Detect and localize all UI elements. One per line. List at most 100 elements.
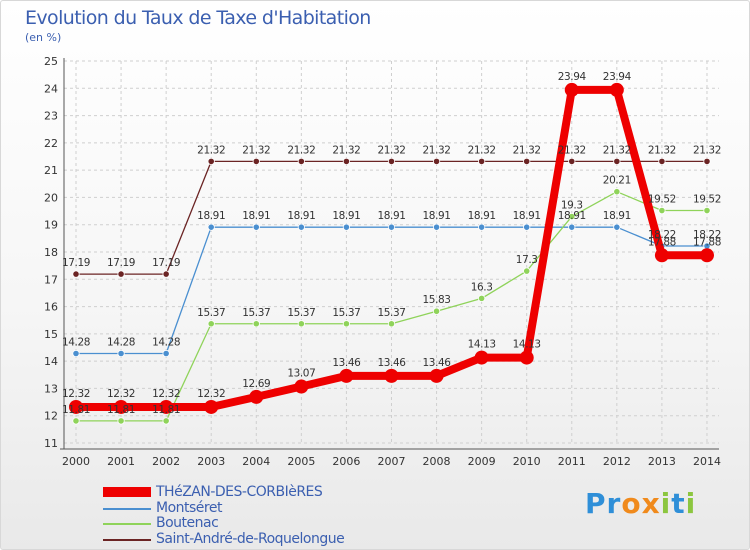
y-tick-label: 19 [44,219,58,232]
axis-layer: 11 12 13 14 15 16 17 18 19 20 21 22 23 24 25 2000 2001 20… [44,55,721,468]
data-point-boutenac [252,320,260,328]
data-point-th-zan-des-corbi-res [654,248,669,263]
data-point-th-zan-des-corbi-res [699,248,714,263]
data-point-boutenac [342,320,351,328]
data-point-boutenac [703,206,711,215]
legend-label-saint-andre: Saint-André-de-Roquelongue [156,530,345,547]
data-point-boutenac [162,417,170,425]
data-label-saint-andr-de-roquelongue: 21.32 [332,144,360,156]
data-label-monts-ret: 18.91 [603,210,631,222]
data-point-boutenac [297,320,305,328]
data-label-th-zan-des-corbi-res: 17.88 [693,236,721,248]
x-tick-label: 2009 [468,455,496,468]
data-label-saint-andr-de-roquelongue: 17.19 [152,257,180,269]
data-point-th-zan-des-corbi-res [69,399,83,414]
data-label-saint-andr-de-roquelongue: 21.32 [197,144,225,156]
data-label-boutenac: 15.37 [377,307,405,319]
brand-letter: x [641,487,661,520]
data-label-monts-ret: 18.91 [242,210,270,222]
data-label-th-zan-des-corbi-res: 13.46 [332,357,361,369]
data-label-saint-andr-de-roquelongue: 21.32 [648,144,676,156]
data-label-monts-ret: 18.91 [377,210,405,222]
data-point-saint-andr-de-roquelongue [478,157,486,166]
data-point-boutenac [568,212,576,221]
data-label-monts-ret: 18.91 [332,210,360,222]
data-point-th-zan-des-corbi-res [519,350,534,365]
data-label-monts-ret: 18.91 [513,210,541,222]
data-label-saint-andr-de-roquelongue: 21.32 [377,144,405,156]
data-label-th-zan-des-corbi-res: 13.46 [423,357,452,369]
data-point-th-zan-des-corbi-res [474,350,489,365]
data-point-monts-ret [478,223,486,231]
data-point-monts-ret [297,223,305,231]
data-label-monts-ret: 14.28 [107,337,135,349]
data-point-th-zan-des-corbi-res [294,379,309,394]
data-label-boutenac: 19.52 [693,194,721,206]
data-point-saint-andr-de-roquelongue [703,157,711,166]
brand-letter: i [685,487,697,520]
data-label-boutenac: 17.3 [516,254,538,266]
data-point-boutenac [432,307,441,315]
data-label-boutenac: 15.37 [197,307,225,319]
legend-swatch-boutenac [103,523,151,525]
data-point-monts-ret [568,223,576,231]
x-tick-label: 2004 [242,455,270,468]
legend-swatch-montseret [103,507,151,510]
data-label-boutenac: 16.3 [471,281,493,293]
data-point-saint-andr-de-roquelongue [297,157,305,166]
x-tick-label: 2002 [152,455,180,468]
x-tick-label: 2005 [287,455,315,468]
data-point-boutenac [207,320,215,328]
series-layer [69,82,714,425]
data-label-boutenac: 15.37 [242,307,270,319]
y-tick-label: 17 [44,273,58,286]
data-label-th-zan-des-corbi-res: 12.69 [242,378,270,390]
data-point-boutenac [658,206,666,215]
data-label-boutenac: 15.37 [332,307,360,319]
data-point-boutenac [387,320,396,328]
data-label-monts-ret: 18.22 [648,229,676,241]
legend-label-montseret: Montséret [156,499,222,516]
data-point-saint-andr-de-roquelongue [613,157,621,166]
legend-swatch-thezan [103,487,151,497]
x-tick-label: 2001 [107,455,135,468]
brand-letter: o [621,487,642,520]
data-label-th-zan-des-corbi-res: 23.94 [558,71,587,83]
data-point-th-zan-des-corbi-res [384,368,399,383]
grid-layer [64,60,719,444]
y-tick-label: 18 [44,246,58,259]
data-point-monts-ret [432,223,441,231]
data-point-saint-andr-de-roquelongue [162,270,170,278]
data-label-monts-ret: 18.22 [693,229,721,241]
data-label-monts-ret: 18.91 [197,210,225,222]
data-label-saint-andr-de-roquelongue: 17.19 [62,257,90,269]
data-label-monts-ret: 18.91 [423,210,451,222]
data-point-boutenac [478,294,486,302]
data-label-layer: 17.19 17.19 17.19 21.32 21.32 21.32 21.32 21.32… [62,71,721,416]
x-tick-label: 2003 [197,455,225,468]
x-tick-label: 2011 [558,455,586,468]
y-tick-label: 20 [44,191,58,204]
x-tick-label: 2010 [513,455,541,468]
data-label-th-zan-des-corbi-res: 12.32 [152,388,180,400]
data-point-boutenac [72,417,80,425]
y-tick-label: 23 [44,110,58,123]
data-label-saint-andr-de-roquelongue: 21.32 [423,144,451,156]
data-label-th-zan-des-corbi-res: 14.13 [468,339,496,351]
x-tick-label: 2006 [332,455,360,468]
data-point-saint-andr-de-roquelongue [658,157,666,166]
data-point-saint-andr-de-roquelongue [252,157,260,166]
data-label-saint-andr-de-roquelongue: 21.32 [242,144,270,156]
data-label-saint-andr-de-roquelongue: 21.32 [468,144,496,156]
legend-label-thezan: THéZAN-DES-CORBIèRES [156,484,323,500]
data-label-th-zan-des-corbi-res: 17.88 [648,236,676,248]
data-point-th-zan-des-corbi-res [159,399,174,414]
data-point-monts-ret [252,223,260,231]
data-label-saint-andr-de-roquelongue: 21.32 [693,144,721,156]
data-label-th-zan-des-corbi-res: 13.07 [287,368,315,380]
data-label-th-zan-des-corbi-res: 14.13 [513,339,541,351]
data-label-monts-ret: 14.28 [62,337,90,349]
y-tick-label: 11 [44,437,58,450]
y-tick-label: 15 [44,328,58,341]
